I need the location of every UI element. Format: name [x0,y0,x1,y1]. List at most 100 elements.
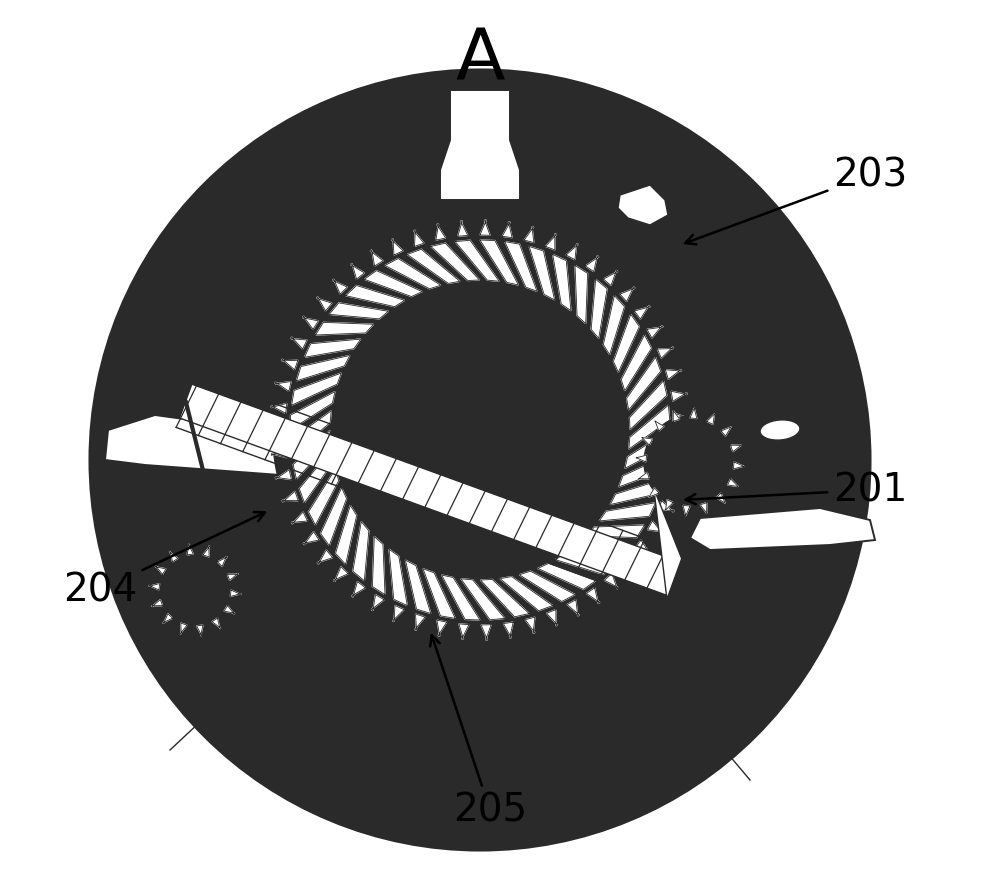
Polygon shape [180,623,187,633]
Polygon shape [415,614,425,630]
Circle shape [335,285,625,575]
Polygon shape [728,478,738,486]
Circle shape [644,416,736,508]
Polygon shape [271,403,287,413]
Polygon shape [603,296,624,354]
Polygon shape [224,606,235,614]
Polygon shape [352,582,365,597]
Text: 203: 203 [685,156,907,245]
Polygon shape [671,458,687,468]
Polygon shape [575,266,588,323]
Polygon shape [291,337,307,349]
Polygon shape [529,246,555,299]
Polygon shape [351,263,364,279]
Polygon shape [275,382,291,392]
Polygon shape [155,566,166,574]
Polygon shape [525,618,535,633]
Polygon shape [500,577,553,610]
Polygon shape [707,414,715,424]
Polygon shape [364,270,422,297]
Circle shape [273,223,687,637]
Polygon shape [292,373,341,405]
Text: 204: 204 [63,512,265,609]
Polygon shape [423,569,455,618]
Polygon shape [169,551,178,562]
Polygon shape [303,316,318,330]
Polygon shape [187,544,193,555]
Polygon shape [658,501,674,512]
Polygon shape [629,405,670,449]
Polygon shape [502,222,512,237]
Polygon shape [591,279,607,338]
Polygon shape [481,625,491,640]
Polygon shape [566,244,578,260]
Polygon shape [149,584,160,590]
Polygon shape [282,492,298,502]
Polygon shape [321,488,347,546]
Polygon shape [572,541,631,557]
Circle shape [90,70,870,850]
Polygon shape [391,239,403,255]
Ellipse shape [760,420,800,440]
Polygon shape [317,550,333,564]
Polygon shape [657,347,674,358]
Text: A: A [455,26,505,95]
Polygon shape [290,392,335,430]
Polygon shape [370,250,383,266]
Polygon shape [636,455,647,462]
Polygon shape [212,618,221,629]
Polygon shape [333,567,348,581]
Polygon shape [480,240,518,285]
Polygon shape [392,605,404,622]
Polygon shape [585,256,599,272]
Circle shape [410,360,550,500]
Polygon shape [586,587,600,603]
Polygon shape [163,614,173,624]
Polygon shape [546,234,556,250]
Polygon shape [436,224,446,240]
Polygon shape [503,622,513,638]
Polygon shape [619,455,668,487]
Polygon shape [721,427,731,436]
Polygon shape [303,532,319,545]
Text: 205: 205 [430,635,527,829]
Polygon shape [270,425,285,436]
Polygon shape [271,447,287,458]
Polygon shape [700,502,707,513]
Polygon shape [296,355,350,381]
Polygon shape [674,436,690,446]
Polygon shape [353,522,369,580]
Polygon shape [336,505,357,564]
Polygon shape [217,556,227,566]
Polygon shape [567,600,579,616]
Polygon shape [553,254,571,311]
Polygon shape [414,230,424,246]
Polygon shape [437,620,447,636]
Polygon shape [480,220,490,236]
Polygon shape [315,323,374,335]
Polygon shape [690,408,697,418]
Polygon shape [442,575,480,620]
Polygon shape [282,359,298,369]
Polygon shape [683,505,690,516]
Polygon shape [673,410,680,422]
Polygon shape [613,315,639,372]
Polygon shape [599,502,656,521]
Polygon shape [385,259,441,289]
Polygon shape [372,536,385,595]
Polygon shape [604,573,619,589]
Polygon shape [671,392,687,401]
Circle shape [390,340,570,520]
Polygon shape [625,430,670,469]
Polygon shape [519,571,575,602]
Circle shape [167,562,223,618]
Polygon shape [333,279,347,294]
Polygon shape [299,450,333,502]
Polygon shape [405,560,431,613]
Circle shape [656,428,724,496]
Polygon shape [610,479,664,504]
Polygon shape [524,227,534,243]
Polygon shape [105,415,330,480]
Polygon shape [649,488,659,497]
Polygon shape [230,590,241,596]
